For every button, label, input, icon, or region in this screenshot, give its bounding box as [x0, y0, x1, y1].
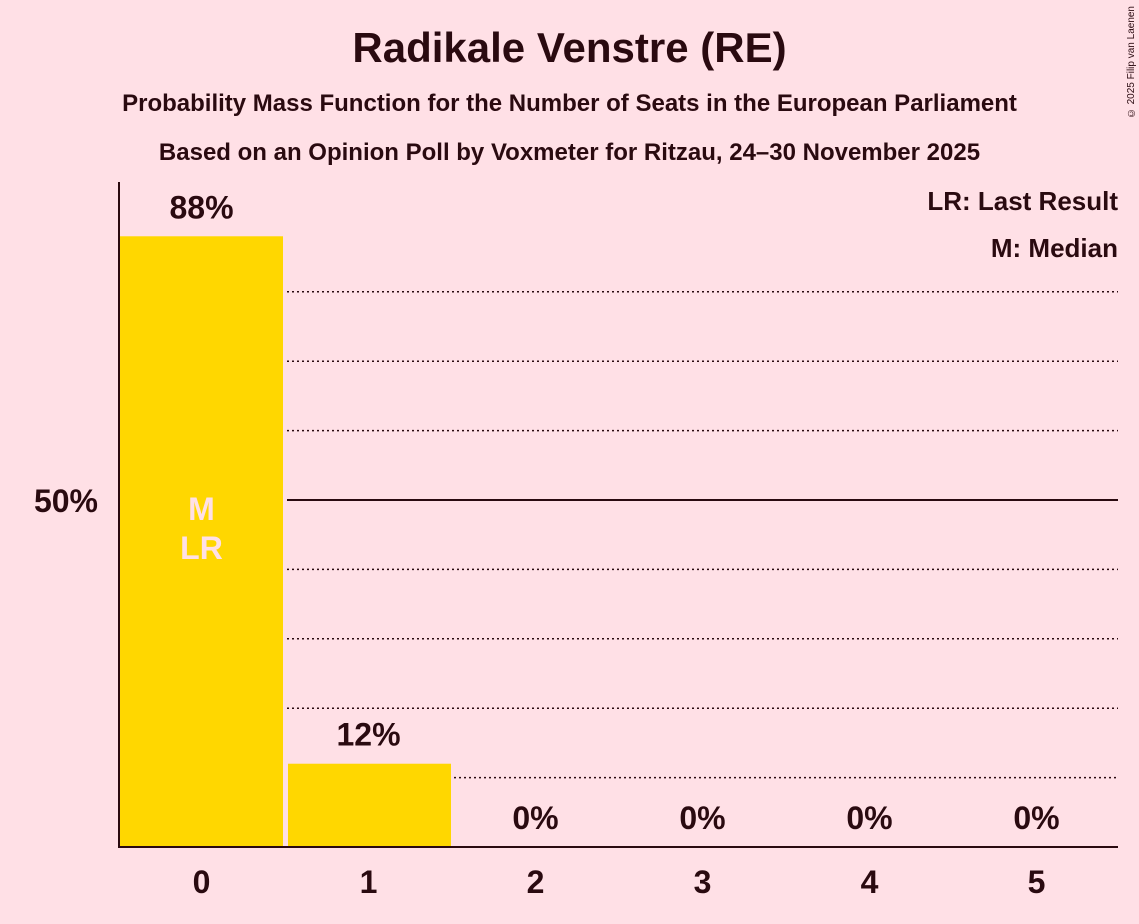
bar-marker-m: M	[188, 491, 215, 527]
value-label: 0%	[512, 800, 558, 836]
x-tick-label: 0	[193, 864, 211, 900]
value-label: 12%	[336, 717, 400, 753]
x-tick-label: 2	[527, 864, 545, 900]
value-label: 0%	[846, 800, 892, 836]
legend-item: M: Median	[991, 233, 1118, 263]
chart-subtitle: Probability Mass Function for the Number…	[122, 90, 1017, 117]
value-label: 0%	[679, 800, 725, 836]
x-tick-label: 1	[360, 864, 378, 900]
y-tick-label: 50%	[34, 483, 98, 519]
x-tick-label: 5	[1028, 864, 1046, 900]
value-label: 88%	[169, 189, 233, 225]
bar-0	[119, 236, 283, 847]
chart-title: Radikale Venstre (RE)	[352, 24, 787, 71]
x-tick-label: 4	[861, 864, 879, 900]
value-label: 0%	[1013, 800, 1059, 836]
bar-marker-lr: LR	[180, 530, 223, 566]
bar-1	[288, 763, 451, 847]
legend-item: LR: Last Result	[927, 186, 1118, 216]
x-tick-label: 3	[694, 864, 712, 900]
chart-source: Based on an Opinion Poll by Voxmeter for…	[158, 139, 981, 166]
